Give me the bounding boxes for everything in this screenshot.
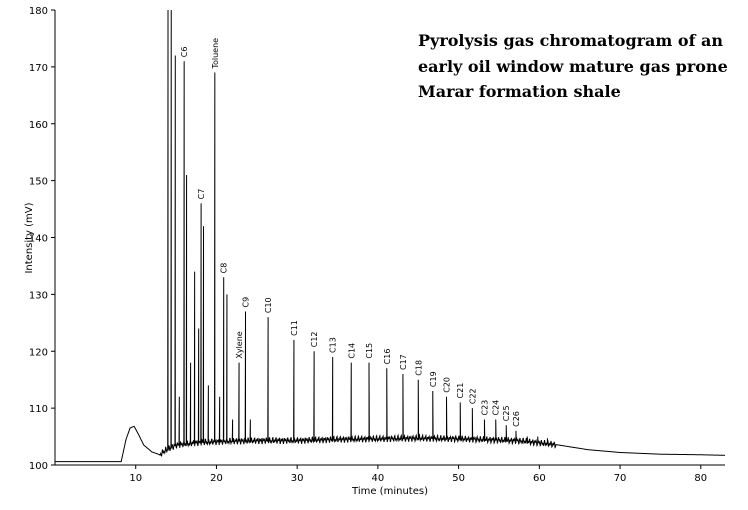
peak-label: C9 [242, 297, 251, 308]
peak-label: C8 [220, 263, 229, 274]
peak-label: C24 [492, 400, 501, 416]
y-tick-label: 110 [29, 404, 48, 415]
peak-label: C12 [310, 331, 319, 347]
x-tick-label: 60 [533, 473, 546, 484]
y-tick-label: 100 [29, 461, 48, 472]
x-ticks: 10 20 30 40 50 60 70 80 [129, 465, 707, 484]
y-tick-label: 140 [29, 234, 48, 245]
x-tick-label: 70 [614, 473, 627, 484]
peak-label: C25 [502, 405, 511, 421]
peak-labels: C6 C7 Toluene C8 Xylene C9 C10 C11 C12 C13 C14 C15 C… [180, 38, 521, 427]
peak-label: Xylene [235, 331, 244, 358]
y-tick-label: 130 [29, 290, 48, 301]
peak-label: C10 [264, 297, 273, 313]
y-tick-label: 120 [29, 347, 48, 358]
x-tick-label: 30 [291, 473, 304, 484]
y-tick-label: 180 [29, 6, 48, 17]
peak-label: C21 [456, 383, 465, 399]
title-line-3: Marar formation shale [418, 82, 621, 101]
peak-label: C23 [480, 400, 489, 416]
chart-title: Pyrolysis gas chromatogram of an early o… [418, 31, 728, 101]
plot-area: 100 110 120 130 140 150 160 170 180 10 20 30 40 50 60… [29, 6, 726, 484]
peak-label: C16 [383, 349, 392, 365]
x-tick-label: 40 [372, 473, 385, 484]
peak-label: C6 [180, 47, 189, 58]
peak-label: C7 [197, 189, 206, 200]
peak-label: C15 [365, 343, 374, 359]
title-line-2: early oil window mature gas prone [418, 57, 728, 76]
peak-label: C19 [429, 371, 438, 387]
peak-label: C17 [399, 354, 408, 370]
y-ticks: 100 110 120 130 140 150 160 170 180 [29, 6, 55, 472]
title-line-1: Pyrolysis gas chromatogram of an [418, 31, 723, 50]
x-tick-label: 80 [694, 473, 707, 484]
y-tick-label: 160 [29, 120, 48, 131]
peak-label: C20 [443, 377, 452, 393]
x-tick-label: 20 [210, 473, 223, 484]
peak-label: Toluene [211, 38, 220, 70]
x-tick-label: 10 [129, 473, 142, 484]
peak-label: C22 [468, 388, 477, 404]
peak-label: C26 [512, 411, 521, 427]
y-tick-label: 170 [29, 63, 48, 74]
peak-label: C13 [329, 337, 338, 353]
peak-label: C14 [347, 343, 356, 359]
chromatogram-trace [55, 9, 726, 463]
y-tick-label: 150 [29, 177, 48, 188]
peak-label: C18 [414, 360, 423, 376]
x-axis-label: Time (minutes) [351, 486, 428, 497]
peak-label: C11 [290, 320, 299, 336]
x-tick-label: 50 [452, 473, 465, 484]
y-axis-label: Intensity (mV) [24, 202, 35, 273]
